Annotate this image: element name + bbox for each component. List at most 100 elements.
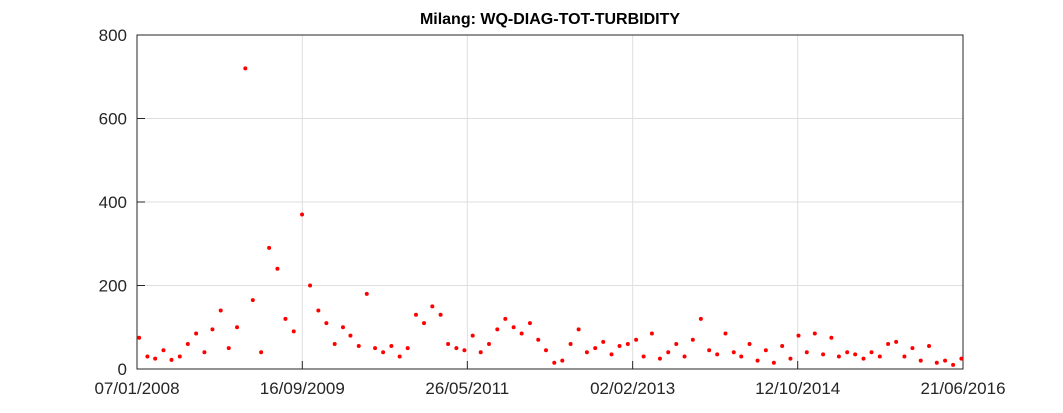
point: [552, 360, 557, 365]
point: [625, 341, 630, 346]
point: [649, 331, 654, 336]
axes-frame: [136, 34, 964, 370]
point: [487, 341, 492, 346]
point: [438, 312, 443, 317]
point: [226, 346, 231, 351]
point: [666, 350, 671, 355]
point: [202, 350, 207, 355]
y-tick-label: 200: [99, 277, 127, 296]
point: [951, 362, 956, 367]
point: [478, 350, 483, 355]
point: [413, 312, 418, 317]
point: [250, 298, 255, 303]
point: [568, 341, 573, 346]
point: [584, 350, 589, 355]
point: [348, 333, 353, 338]
chart-title: Milang: WQ-DIAG-TOT-TURBIDITY: [420, 11, 680, 28]
point: [886, 341, 891, 346]
point: [243, 66, 248, 71]
point: [177, 354, 182, 359]
point: [796, 333, 801, 338]
point: [641, 354, 646, 359]
point: [430, 304, 435, 309]
point: [397, 354, 402, 359]
point: [918, 358, 923, 363]
point: [560, 358, 565, 363]
x-tick-label: 12/10/2014: [755, 379, 840, 398]
point: [763, 348, 768, 353]
point: [364, 291, 369, 296]
point: [511, 325, 516, 330]
point: [869, 350, 874, 355]
y-tick-label: 400: [99, 193, 127, 212]
point: [283, 316, 288, 321]
point: [218, 308, 223, 313]
point: [959, 356, 964, 361]
point: [861, 356, 866, 361]
point: [185, 341, 190, 346]
point: [291, 329, 296, 334]
point: [617, 344, 622, 349]
point: [771, 360, 776, 365]
point: [381, 350, 386, 355]
point: [934, 360, 939, 365]
point: [821, 352, 826, 357]
point: [731, 350, 736, 355]
point: [543, 348, 548, 353]
point: [145, 354, 150, 359]
point: [137, 335, 142, 340]
point: [812, 331, 817, 336]
point: [682, 354, 687, 359]
point: [462, 348, 467, 353]
point: [332, 341, 337, 346]
point: [153, 356, 158, 361]
point: [634, 337, 639, 342]
point: [356, 344, 361, 349]
point: [910, 346, 915, 351]
x-tick-label: 21/06/2016: [920, 379, 1005, 398]
point: [161, 348, 166, 353]
point: [690, 337, 695, 342]
point: [609, 352, 614, 357]
point: [519, 331, 524, 336]
point: [780, 344, 785, 349]
y-tick-label: 0: [118, 360, 127, 379]
x-tick-label: 26/05/2011: [425, 379, 509, 398]
point: [210, 327, 215, 332]
point: [927, 344, 932, 349]
point: [877, 354, 882, 359]
point: [235, 325, 240, 330]
point: [943, 358, 948, 363]
point: [275, 266, 280, 271]
point: [422, 321, 427, 326]
point: [373, 346, 378, 351]
point: [316, 308, 321, 313]
point: [836, 354, 841, 359]
point: [454, 346, 459, 351]
point: [902, 354, 907, 359]
point: [657, 356, 662, 361]
point: [707, 348, 712, 353]
point: [405, 346, 410, 351]
point: [853, 352, 858, 357]
point: [894, 339, 899, 344]
point: [576, 327, 581, 332]
point: [715, 352, 720, 357]
point: [788, 356, 793, 361]
point: [755, 358, 760, 363]
point: [593, 346, 598, 351]
point: [723, 331, 728, 336]
point: [739, 354, 744, 359]
point: [845, 350, 850, 355]
point: [267, 245, 272, 250]
point: [194, 331, 199, 336]
point: [503, 316, 508, 321]
point: [829, 335, 834, 340]
x-tick-label: 16/09/2009: [260, 379, 345, 398]
point: [470, 333, 475, 338]
point: [340, 325, 345, 330]
x-tick-label: 07/01/2008: [94, 379, 179, 398]
y-tick-label: 600: [99, 110, 127, 129]
point: [747, 341, 752, 346]
